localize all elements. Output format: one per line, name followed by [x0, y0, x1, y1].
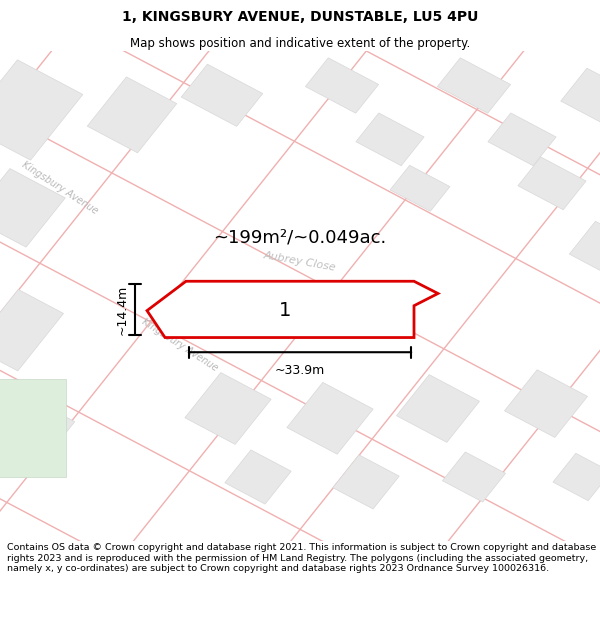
Bar — [505, 370, 587, 438]
Text: Contains OS data © Crown copyright and database right 2021. This information is : Contains OS data © Crown copyright and d… — [7, 543, 596, 573]
Text: ~33.9m: ~33.9m — [275, 364, 325, 378]
Text: Kingsbury Avenue: Kingsbury Avenue — [140, 317, 220, 373]
Bar — [569, 221, 600, 272]
Text: Aubrey Close: Aubrey Close — [263, 250, 337, 272]
Bar — [561, 68, 600, 122]
Bar — [390, 165, 450, 211]
Text: 1, KINGSBURY AVENUE, DUNSTABLE, LU5 4PU: 1, KINGSBURY AVENUE, DUNSTABLE, LU5 4PU — [122, 10, 478, 24]
Bar — [225, 450, 291, 504]
Bar — [333, 455, 399, 509]
Bar — [0, 169, 65, 247]
Bar — [397, 374, 479, 442]
Polygon shape — [147, 281, 438, 338]
Bar — [0, 60, 83, 160]
Bar — [0, 395, 75, 471]
Bar — [0, 289, 64, 371]
Bar — [185, 372, 271, 444]
Text: Map shows position and indicative extent of the property.: Map shows position and indicative extent… — [130, 37, 470, 50]
Bar — [181, 64, 263, 126]
Bar — [553, 453, 600, 501]
Bar — [518, 157, 586, 210]
Bar — [287, 382, 373, 454]
Bar — [488, 113, 556, 166]
Bar — [87, 77, 177, 153]
Text: Kingsbury Avenue: Kingsbury Avenue — [20, 160, 100, 217]
Bar — [442, 452, 506, 502]
Bar — [305, 58, 379, 113]
Bar — [0, 379, 66, 477]
Bar — [356, 113, 424, 166]
Text: ~199m²/~0.049ac.: ~199m²/~0.049ac. — [214, 228, 386, 246]
Text: 1: 1 — [279, 301, 291, 320]
Bar — [437, 58, 511, 113]
Text: ~14.4m: ~14.4m — [116, 284, 129, 334]
